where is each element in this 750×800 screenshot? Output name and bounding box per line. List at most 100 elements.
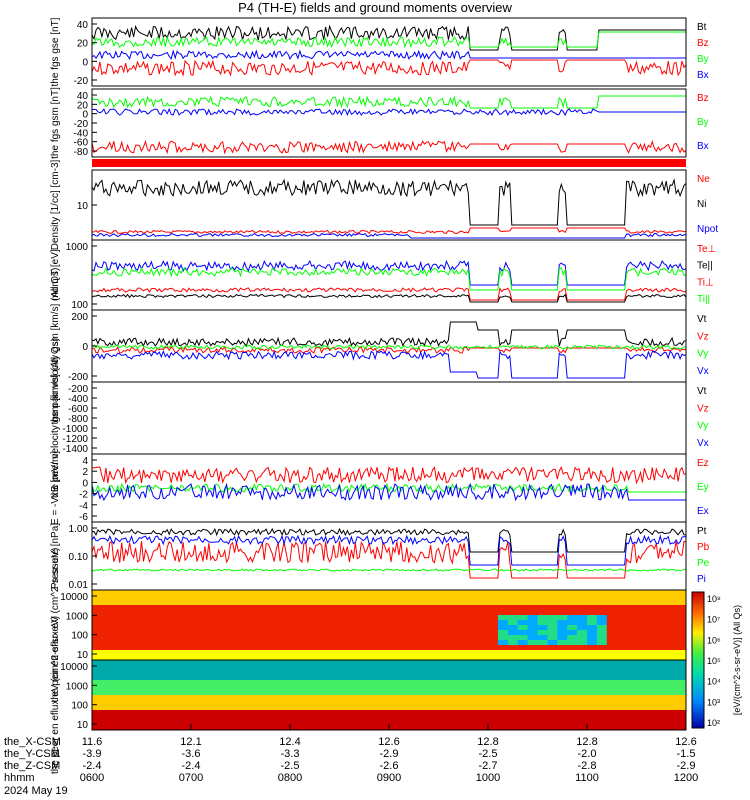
- heatmap-cell: [220, 695, 232, 701]
- heatmap-cell: [577, 670, 588, 676]
- heatmap-cell: [319, 710, 331, 716]
- heatmap-cell: [428, 715, 439, 721]
- heatmap-cell: [309, 675, 321, 681]
- heatmap-cell: [369, 655, 380, 661]
- heatmap-cell: [181, 655, 192, 661]
- y-tick-label: -4: [79, 501, 88, 512]
- heatmap-cell: [280, 710, 291, 716]
- heatmap-cell: [250, 645, 261, 651]
- heatmap-cell: [458, 610, 469, 616]
- footer-value: -3.6: [182, 748, 201, 760]
- heatmap-cell: [596, 610, 608, 616]
- heatmap-cell: [468, 665, 479, 671]
- heatmap-cell: [527, 650, 538, 656]
- heatmap-cell: [161, 610, 172, 616]
- heatmap-cell: [478, 715, 489, 721]
- heatmap-cell: [587, 665, 598, 671]
- heatmap-cell: [280, 590, 291, 596]
- heatmap-cell: [646, 690, 657, 696]
- heatmap-cell: [398, 605, 410, 611]
- heatmap-cell: [646, 700, 657, 706]
- heatmap-cell: [111, 645, 123, 651]
- legend-entry: Bz: [697, 93, 709, 104]
- heatmap-cell: [92, 595, 103, 601]
- heatmap-cell: [557, 630, 568, 636]
- heatmap-cell: [468, 610, 479, 616]
- heatmap-cell: [379, 665, 390, 671]
- heatmap-cell: [171, 595, 182, 601]
- heatmap-cell: [359, 690, 370, 696]
- heatmap-cell: [92, 610, 103, 616]
- heatmap-cell: [547, 640, 558, 646]
- heatmap-cell: [210, 690, 222, 696]
- heatmap-cell: [497, 650, 509, 656]
- heatmap-cell: [319, 715, 331, 721]
- heatmap-cell: [92, 650, 103, 656]
- heatmap-cell: [309, 650, 321, 656]
- heatmap-cell: [220, 635, 232, 641]
- heatmap-cell: [517, 640, 529, 646]
- heatmap-cell: [121, 665, 133, 671]
- heatmap-cell: [517, 595, 529, 601]
- heatmap-cell: [468, 595, 479, 601]
- heatmap-cell: [557, 605, 568, 611]
- heatmap-cell: [577, 690, 588, 696]
- heatmap-cell: [101, 645, 113, 651]
- colorbar-tick: 10⁵: [707, 656, 721, 666]
- heatmap-cell: [478, 685, 489, 691]
- heatmap-cell: [616, 675, 628, 681]
- heatmap-cell: [299, 625, 311, 631]
- heatmap-cell: [379, 630, 390, 636]
- heatmap-cell: [418, 700, 430, 706]
- heatmap-cell: [646, 695, 657, 701]
- heatmap-cell: [141, 685, 152, 691]
- heatmap-cell: [428, 650, 439, 656]
- heatmap-cell: [577, 695, 588, 701]
- heatmap-cell: [676, 610, 687, 616]
- heatmap-cell: [329, 640, 340, 646]
- heatmap-cell: [339, 660, 350, 666]
- heatmap-cell: [240, 650, 251, 656]
- heatmap-cell: [171, 630, 182, 636]
- heatmap-cell: [171, 640, 182, 646]
- heatmap-cell: [329, 715, 340, 721]
- y-tick-label: 0: [82, 478, 88, 489]
- heatmap-cell: [319, 675, 331, 681]
- heatmap-cell: [606, 595, 618, 601]
- heatmap-cell: [537, 605, 548, 611]
- heatmap-cell: [438, 640, 449, 646]
- heatmap-cell: [557, 715, 568, 721]
- heatmap-cell: [161, 665, 172, 671]
- heatmap-cell: [299, 715, 311, 721]
- heatmap-cell: [220, 605, 232, 611]
- heatmap-cell: [121, 695, 133, 701]
- heatmap-cell: [111, 605, 123, 611]
- heatmap-cell: [567, 725, 578, 731]
- heatmap-cell: [537, 695, 548, 701]
- heatmap-cell: [478, 690, 489, 696]
- heatmap-cell: [517, 720, 529, 726]
- heatmap-cell: [488, 725, 499, 731]
- heatmap-cell: [131, 725, 142, 731]
- heatmap-cell: [101, 665, 113, 671]
- heatmap-cell: [616, 650, 628, 656]
- heatmap-cell: [676, 595, 687, 601]
- y-tick-label: 1000: [66, 611, 89, 622]
- heatmap-cell: [250, 695, 261, 701]
- heatmap-cell: [151, 680, 162, 686]
- heatmap-cell: [171, 615, 182, 621]
- heatmap-cell: [606, 610, 618, 616]
- heatmap-cell: [656, 640, 667, 646]
- heatmap-cell: [478, 660, 489, 666]
- heatmap-cell: [676, 705, 687, 711]
- heatmap-cell: [171, 715, 182, 721]
- heatmap-cell: [359, 620, 370, 626]
- heatmap-cell: [389, 720, 400, 726]
- y-tick-label: 10: [77, 650, 89, 661]
- legend-entry: Pi: [697, 574, 706, 585]
- heatmap-cell: [290, 705, 301, 711]
- heatmap-cell: [408, 685, 420, 691]
- heatmap-cell: [230, 675, 241, 681]
- heatmap-cell: [557, 720, 568, 726]
- heatmap-cell: [468, 630, 479, 636]
